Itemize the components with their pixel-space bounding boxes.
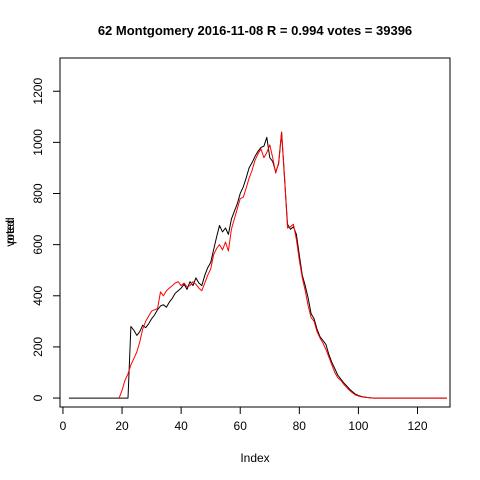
y-tick-label: 200 [31,337,45,357]
x-axis-label: Index [240,451,269,465]
x-tick-label: 20 [115,419,129,433]
y-axis: 0 200 400 600 800 1000 1200 [31,78,61,401]
y-axis-label-voted: voted [3,217,17,246]
x-axis: 0 20 40 60 80 100 120 [60,406,428,433]
x-tick-label: 40 [174,419,188,433]
y-axis-label-pred: pred [3,220,17,244]
y-tick-label: 400 [31,285,45,305]
series-line-black [68,131,447,399]
series-line-red [118,131,447,399]
series-layer [68,131,447,399]
y-tick-label: 1000 [31,129,45,156]
chart-title: 62 Montgomery 2016-11-08 R = 0.994 votes… [98,23,412,38]
x-tick-label: 100 [348,419,368,433]
x-tick-label: 120 [407,419,427,433]
x-tick-label: 80 [293,419,307,433]
x-tick-label: 0 [60,419,67,433]
y-tick-label: 800 [31,183,45,203]
y-tick-label: 0 [31,394,45,401]
x-tick-label: 60 [234,419,248,433]
y-tick-label: 600 [31,234,45,254]
plot-frame [59,57,451,408]
y-tick-label: 1200 [31,78,45,105]
